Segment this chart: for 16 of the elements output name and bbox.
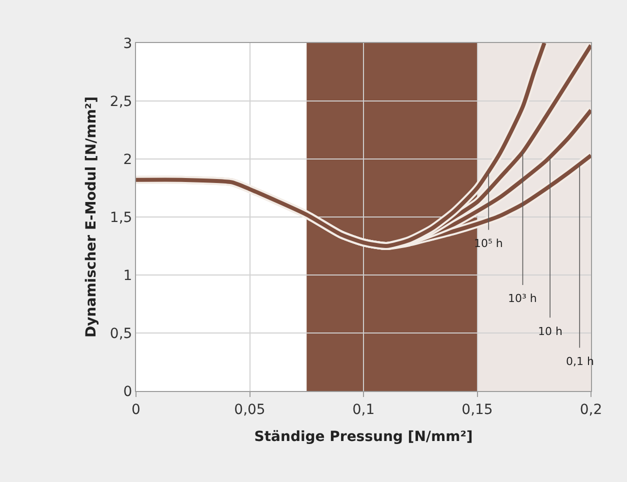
annotation: 0,1 h — [566, 355, 594, 368]
y-tick-label: 0 — [123, 384, 132, 400]
x-tick-label: 0,15 — [462, 402, 493, 418]
annotation: 10³ h — [508, 292, 537, 305]
y-axis-title: Dynamischer E-Modul [N/mm²] — [84, 96, 100, 338]
y-tick-label: 2 — [123, 152, 132, 168]
x-axis-title: Ständige Pressung [N/mm²] — [254, 429, 473, 446]
y-tick-label: 2,5 — [110, 94, 132, 110]
x-tick-label: 0,1 — [352, 402, 375, 418]
y-tick-label: 0,5 — [110, 326, 132, 342]
y-tick-label: 3 — [123, 36, 132, 52]
x-tick-label: 0,2 — [580, 402, 602, 418]
y-tick-label: 1,5 — [110, 210, 132, 226]
annotation: 10 h — [538, 325, 562, 338]
x-tick-label: 0,05 — [234, 402, 266, 418]
y-tick-label: 1 — [123, 268, 132, 284]
